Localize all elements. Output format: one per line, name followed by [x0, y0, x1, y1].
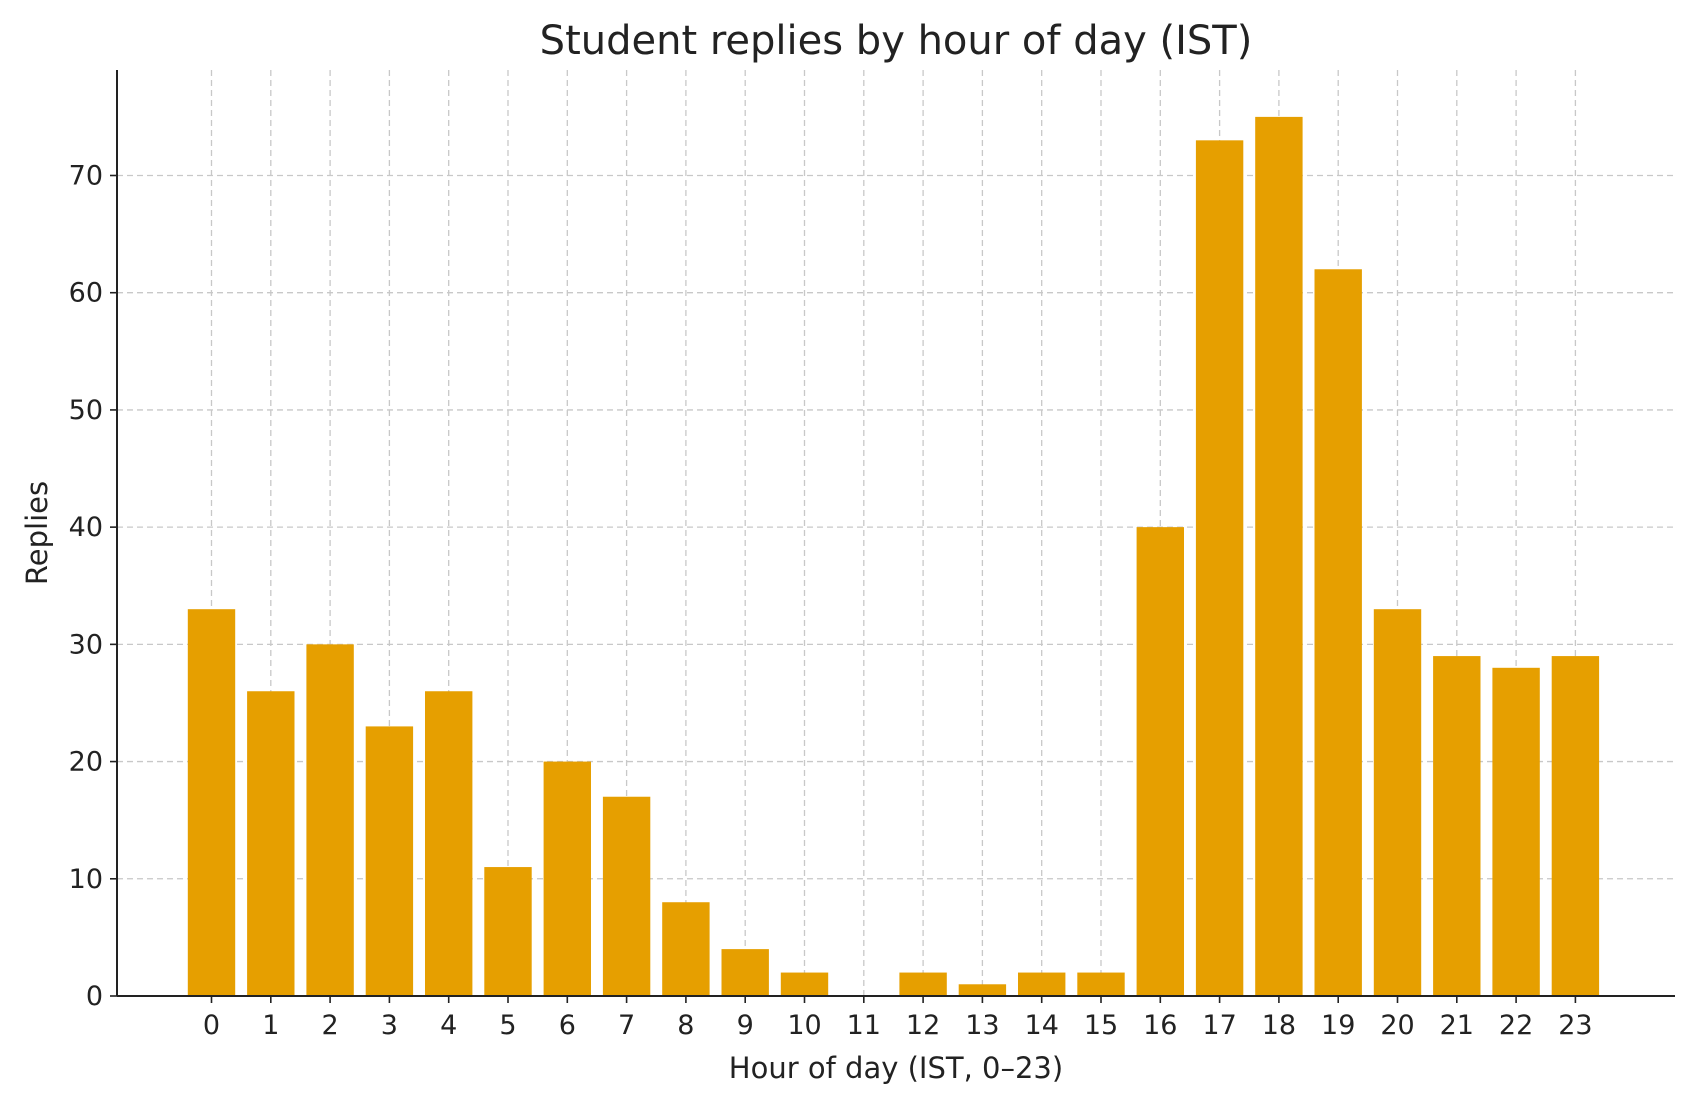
bar: [484, 867, 532, 996]
bar-layer: [187, 116, 1600, 997]
bar: [187, 609, 236, 996]
bar: [1551, 656, 1600, 996]
x-tick-label: 20: [1380, 1010, 1414, 1041]
y-tick-label: 50: [69, 395, 103, 426]
bar: [247, 691, 295, 996]
x-tick-label: 19: [1321, 1010, 1355, 1041]
bar: [899, 972, 947, 996]
bar: [1373, 609, 1422, 996]
x-tick-label: 17: [1202, 1010, 1236, 1041]
x-tick-label: 6: [559, 1010, 576, 1041]
x-axis-label: Hour of day (IST, 0–23): [729, 1051, 1063, 1085]
x-tick-label: 22: [1499, 1010, 1533, 1041]
y-axis-label: Replies: [20, 481, 54, 585]
x-tick-label: 4: [440, 1010, 457, 1041]
x-tick-label: 15: [1084, 1010, 1118, 1041]
bar: [543, 761, 591, 996]
bar: [780, 972, 829, 996]
y-tick-label: 20: [69, 747, 103, 778]
bar: [1255, 116, 1303, 996]
x-tick-label: 10: [787, 1010, 821, 1041]
x-tick-label: 2: [322, 1010, 339, 1041]
x-tick-label: 23: [1558, 1010, 1592, 1041]
bar: [958, 984, 1007, 996]
bar: [1195, 140, 1244, 997]
x-tick-label: 14: [1025, 1010, 1059, 1041]
x-tick-label: 5: [499, 1010, 516, 1041]
bar: [662, 902, 710, 996]
bar: [602, 796, 651, 996]
y-tick-label: 10: [69, 864, 103, 895]
bar: [1433, 656, 1481, 996]
y-tick-label: 30: [69, 629, 103, 660]
x-tick-label: 16: [1143, 1010, 1177, 1041]
x-tick-label: 8: [677, 1010, 694, 1041]
x-tick-label: 1: [262, 1010, 279, 1041]
x-tick-label: 0: [203, 1010, 220, 1041]
axis-layer: [116, 70, 1675, 997]
bar: [306, 644, 354, 996]
y-tick-label: 70: [69, 160, 103, 191]
x-tick-label: 18: [1262, 1010, 1296, 1041]
x-tick-label: 12: [906, 1010, 940, 1041]
bar: [1492, 667, 1540, 996]
x-tick-label: 9: [737, 1010, 754, 1041]
x-tick-label: 3: [381, 1010, 398, 1041]
chart-title: Student replies by hour of day (IST): [540, 18, 1253, 64]
x-tick-label: 21: [1440, 1010, 1474, 1041]
y-tick-label: 60: [69, 278, 103, 309]
bar: [1077, 972, 1125, 996]
x-tick-label: 11: [847, 1010, 881, 1041]
bar: [721, 949, 769, 996]
bar: [1136, 527, 1184, 996]
bar: [425, 691, 473, 996]
x-tick-label: 13: [965, 1010, 999, 1041]
bar: [1314, 269, 1362, 996]
bar: [365, 726, 414, 996]
x-tick-label: 7: [618, 1010, 635, 1041]
y-tick-label: 0: [86, 981, 103, 1012]
y-tick-label: 40: [69, 512, 103, 543]
bar: [1018, 972, 1066, 996]
